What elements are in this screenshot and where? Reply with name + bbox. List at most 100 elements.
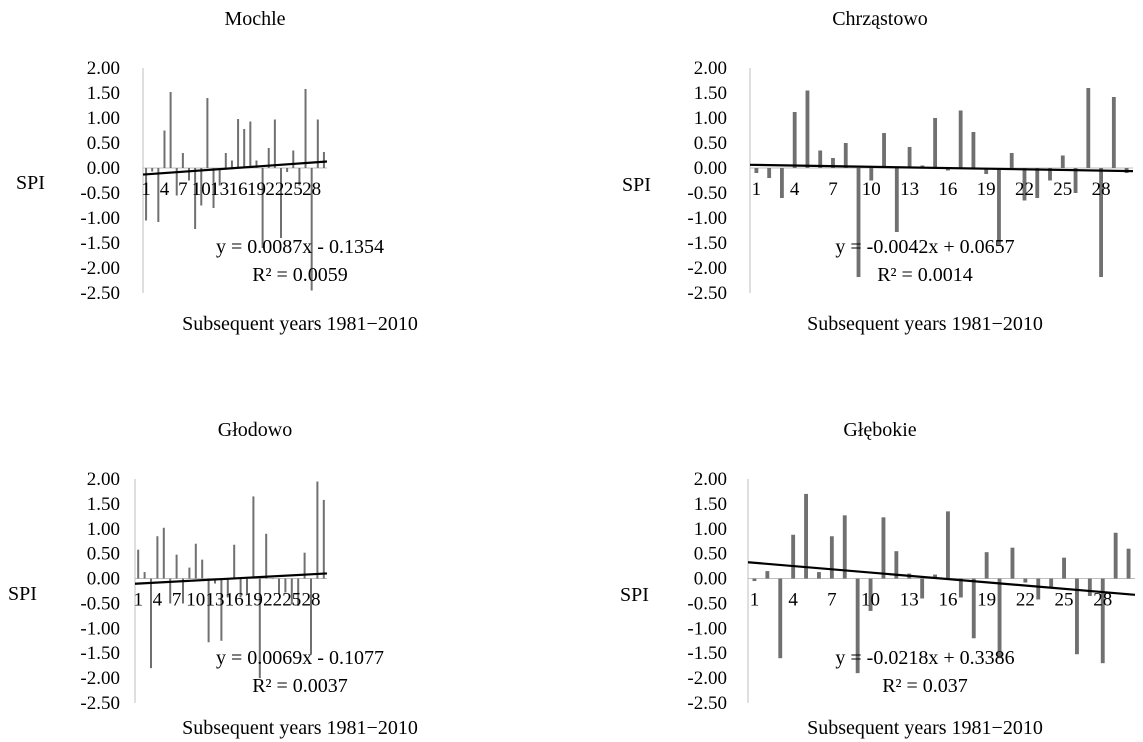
y-tick-label: -0.50: [80, 183, 120, 204]
y-tick-label: -1.50: [80, 233, 120, 254]
bar: [316, 481, 319, 579]
x-tick-label: 25: [1053, 179, 1072, 200]
bar: [946, 511, 950, 579]
bar: [1086, 88, 1091, 168]
x-tick-label: 13: [206, 590, 225, 611]
bar: [855, 578, 860, 674]
y-tick-label: 1.00: [694, 108, 727, 129]
x-tick-label: 19: [247, 179, 266, 200]
bar: [169, 578, 172, 604]
x-tick-label: 19: [977, 179, 996, 200]
x-tick-label: 13: [900, 590, 919, 611]
bar: [182, 578, 184, 604]
bar: [188, 168, 190, 181]
bar: [984, 168, 989, 174]
bar: [207, 578, 210, 643]
bar: [267, 148, 270, 168]
y-tick-label: -2.50: [80, 693, 120, 714]
x-tick-label: 7: [172, 590, 182, 611]
y-tick-label: 1.00: [87, 108, 120, 129]
y-tick-label: -2.00: [80, 258, 120, 279]
x-tick-label: 4: [153, 590, 163, 611]
y-tick-label: 0.50: [694, 133, 727, 154]
bar: [239, 578, 242, 598]
x-tick-label: 4: [788, 590, 798, 611]
bar: [265, 533, 268, 579]
chart-title: Głębokie: [843, 419, 916, 441]
x-tick-label: 7: [827, 590, 837, 611]
bar: [188, 567, 191, 579]
bar: [226, 578, 229, 598]
y-tick-label: -0.50: [687, 593, 727, 614]
y-tick-label: -2.50: [80, 283, 120, 304]
bar: [243, 129, 246, 168]
bar: [230, 160, 233, 168]
y-tick-label: 1.50: [694, 83, 727, 104]
x-tick-label: 16: [938, 590, 957, 611]
y-tick-label: -1.00: [80, 208, 120, 229]
x-tick-label: 7: [178, 179, 188, 200]
bar: [255, 160, 258, 168]
bar: [997, 578, 1002, 659]
bar: [1111, 97, 1116, 168]
bar: [303, 552, 306, 579]
bar: [881, 517, 886, 579]
y-tick-label: -2.00: [80, 668, 120, 689]
y-tick-label: 2.00: [694, 469, 727, 490]
bar: [868, 578, 873, 611]
x-tick-label: 10: [861, 590, 880, 611]
x-tick-label: 25: [1055, 590, 1074, 611]
x-tick-label: 28: [302, 590, 321, 611]
y-tick-label: 0.50: [87, 544, 120, 565]
x-tick-label: 25: [282, 590, 301, 611]
x-tick-label: 1: [133, 590, 143, 611]
spi-chart-3: Głodowo 2.00 1.50 1.00 0.50 0.00 -0.50 -1.00 -1.…: [8, 419, 418, 739]
bar: [212, 168, 215, 208]
trendline: [747, 561, 1136, 596]
y-tick-label: -2.00: [687, 668, 727, 689]
bar: [1100, 578, 1105, 664]
x-axis-label: Subsequent years 1981−2010: [807, 313, 1043, 335]
x-tick-label: 19: [244, 590, 263, 611]
x-axis-label: Subsequent years 1981−2010: [807, 717, 1043, 739]
bar: [817, 572, 821, 579]
y-tick-label: -2.50: [687, 693, 727, 714]
bar: [1113, 532, 1118, 579]
bar: [869, 168, 874, 181]
y-tick-label: 1.00: [694, 519, 727, 540]
bar: [194, 168, 197, 229]
bar: [1022, 168, 1027, 201]
bar: [137, 549, 140, 579]
bar: [882, 133, 886, 168]
y-tick-label: -1.00: [687, 618, 727, 639]
bar: [278, 578, 280, 595]
bar: [842, 515, 847, 579]
bar: [1049, 578, 1054, 588]
bar: [1062, 557, 1066, 579]
y-axis-label: SPI: [16, 172, 45, 194]
bar: [143, 572, 146, 579]
bar: [1036, 578, 1041, 600]
bar: [856, 168, 861, 277]
y-tick-label: -2.00: [687, 258, 727, 279]
x-tick-label: 4: [790, 179, 800, 200]
bar: [246, 578, 248, 595]
y-tick-label: -1.50: [687, 233, 727, 254]
x-tick-label: 22: [1016, 590, 1035, 611]
trendline-equation: y = -0.0042x + 0.0657: [835, 236, 1014, 258]
y-axis-label: SPI: [8, 583, 37, 605]
x-tick-label: 28: [302, 179, 321, 200]
y-tick-label: 2.00: [87, 469, 120, 490]
bar: [322, 152, 325, 168]
bar: [907, 147, 912, 168]
bar: [1060, 155, 1065, 168]
trendline: [134, 572, 328, 585]
spi-chart-1: Mochle 2.00 1.50 1.00 0.50 0.00 -0.50 -1.00 -1.5…: [16, 8, 418, 335]
bar: [805, 90, 810, 168]
bar: [984, 552, 989, 579]
y-tick-label: 1.50: [87, 83, 120, 104]
bar: [1035, 168, 1040, 198]
bar: [322, 499, 325, 579]
bar: [971, 578, 976, 639]
bar: [163, 130, 166, 168]
